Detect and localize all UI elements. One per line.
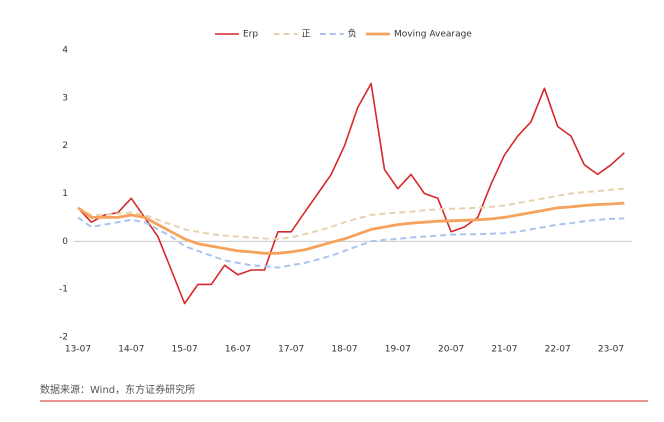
legend-label: Erp	[243, 30, 258, 40]
x-tick-label: 16-07	[225, 345, 251, 355]
x-tick-label: 18-07	[331, 345, 357, 355]
y-tick-label: 2	[62, 141, 68, 151]
y-tick-label: 4	[62, 46, 68, 56]
x-tick-label: 14-07	[118, 345, 144, 355]
y-tick-label: 1	[62, 189, 68, 199]
series-line	[77, 216, 625, 269]
x-tick-label: 22-07	[545, 345, 571, 355]
x-tick-label: 21-07	[491, 345, 517, 355]
x-tick-label: 19-07	[385, 345, 411, 355]
legend-label: 正	[302, 30, 311, 40]
series-line	[77, 187, 625, 240]
y-tick-label: -2	[59, 333, 68, 343]
x-tick-label: 13-07	[65, 345, 91, 355]
legend-label: Moving Avearage	[394, 30, 472, 40]
series-line	[77, 201, 625, 255]
x-tick-label: 20-07	[438, 345, 464, 355]
series-line	[77, 82, 625, 305]
x-tick-label: 15-07	[172, 345, 198, 355]
y-tick-label: 3	[62, 93, 68, 103]
y-tick-label: 0	[62, 237, 68, 247]
y-tick-label: -1	[59, 285, 68, 295]
legend-label: 负	[348, 28, 357, 40]
x-tick-label: 17-07	[278, 345, 304, 355]
x-tick-label: 23-07	[598, 345, 624, 355]
source-note: 数据来源：Wind，东方证券研究所	[40, 383, 195, 396]
